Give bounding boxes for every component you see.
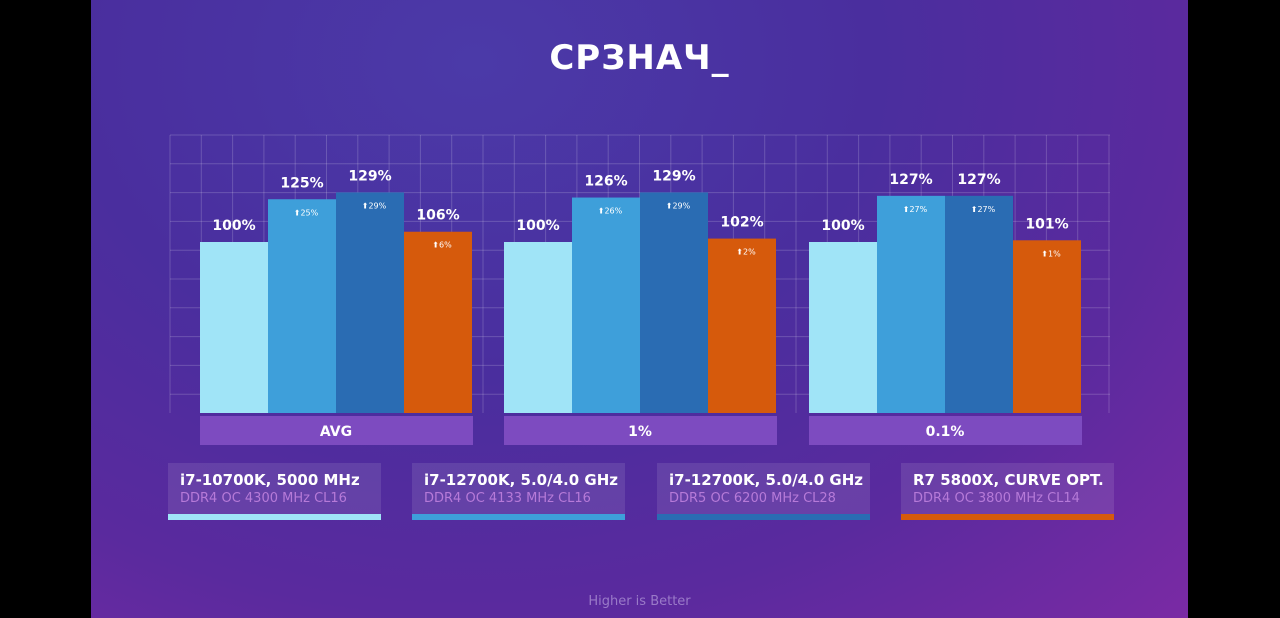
legend-name: i7-12700K, 5.0/4.0 GHz [424, 471, 618, 489]
legend-item: i7-12700K, 5.0/4.0 GHz DDR5 OC 6200 MHz C… [657, 463, 870, 520]
legend-name: i7-10700K, 5000 MHz [180, 471, 360, 489]
bar [640, 192, 708, 413]
value-label: 100% [821, 218, 864, 234]
bar [1013, 240, 1081, 413]
value-label: 100% [516, 218, 559, 234]
delta-label: ⬆6% [432, 241, 452, 250]
value-label: 106% [416, 208, 459, 224]
value-label: 127% [889, 172, 932, 188]
category-band [200, 416, 473, 445]
delta-label: ⬆27% [903, 205, 928, 214]
legend-item: i7-12700K, 5.0/4.0 GHz DDR4 OC 4133 MHz C… [412, 463, 625, 520]
category-label: AVG [320, 424, 352, 440]
bar [572, 197, 640, 413]
value-label: 125% [280, 175, 323, 191]
bar [336, 192, 404, 413]
category-band [809, 416, 1082, 445]
footer-note: Higher is Better [588, 594, 691, 609]
category-band [504, 416, 777, 445]
value-label: 102% [720, 215, 763, 231]
delta-label: ⬆29% [666, 201, 691, 210]
delta-label: ⬆26% [598, 207, 623, 216]
bar [200, 242, 268, 413]
legend-item: R7 5800X, CURVE OPT. DDR4 OC 3800 MHz CL1… [901, 463, 1114, 520]
value-label: 129% [348, 168, 391, 184]
delta-label: ⬆29% [362, 201, 387, 210]
chart-title: СРЗНАЧ_ [549, 38, 730, 78]
bar [268, 199, 336, 413]
legend-name: i7-12700K, 5.0/4.0 GHz [669, 471, 863, 489]
value-label: 127% [957, 172, 1000, 188]
delta-label: ⬆1% [1041, 249, 1061, 258]
legend-subtitle: DDR5 OC 6200 MHz CL28 [669, 491, 836, 506]
legend-subtitle: DDR4 OC 4133 MHz CL16 [424, 491, 591, 506]
delta-label: ⬆25% [294, 208, 319, 217]
value-label: 126% [584, 174, 627, 190]
bar [404, 231, 472, 413]
bar [504, 242, 572, 413]
delta-label: ⬆27% [971, 205, 996, 214]
bar [877, 195, 945, 413]
category-label: 0.1% [926, 424, 965, 440]
legend-item: i7-10700K, 5000 MHz DDR4 OC 4300 MHz CL16 [168, 463, 381, 520]
bar-chart: AVG 100% 125% ⬆25% 129% ⬆29% 106% ⬆6% 1% 100% 126%… [169, 134, 1110, 445]
bar [708, 238, 776, 413]
value-label: 100% [212, 218, 255, 234]
delta-label: ⬆2% [736, 248, 756, 257]
legend-swatch [657, 514, 870, 520]
legend-subtitle: DDR4 OC 4300 MHz CL16 [180, 491, 347, 506]
legend-swatch [901, 514, 1114, 520]
value-label: 129% [652, 168, 695, 184]
legend-name: R7 5800X, CURVE OPT. [913, 471, 1104, 489]
slide: СРЗНАЧ_ AVG 100% 125% ⬆25% 129% ⬆29% 106% ⬆6% 1%… [91, 0, 1188, 618]
legend-swatch [412, 514, 625, 520]
value-label: 101% [1025, 216, 1068, 232]
category-label: 1% [628, 424, 652, 440]
bar [945, 195, 1013, 413]
legend-swatch [168, 514, 381, 520]
bar [809, 242, 877, 413]
legend-subtitle: DDR4 OC 3800 MHz CL14 [913, 491, 1080, 506]
